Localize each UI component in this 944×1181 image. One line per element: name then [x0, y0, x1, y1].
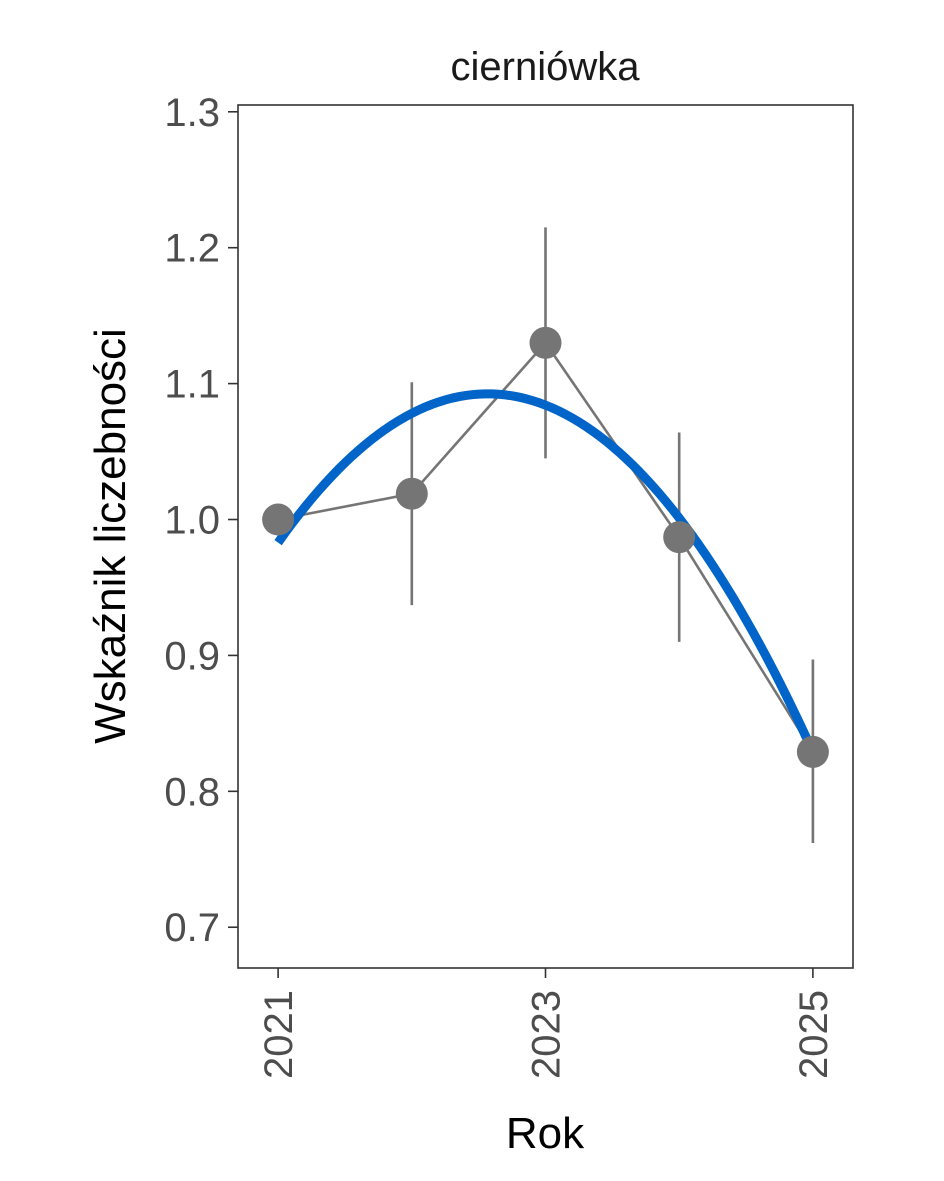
x-axis: 2021 2023 2025	[257, 968, 836, 1079]
data-point	[262, 503, 295, 536]
x-tick-label: 2025	[792, 990, 836, 1079]
x-axis-title: Rok	[506, 1109, 585, 1158]
data-point	[529, 326, 562, 359]
data-point	[796, 735, 829, 768]
y-tick-label: 1.3	[164, 91, 220, 135]
data-points	[262, 326, 829, 768]
x-tick-label: 2021	[257, 990, 301, 1079]
y-axis: 0.7 0.8 0.9 1.0 1.1 1.2 1.3	[164, 91, 238, 950]
trend-path	[274, 389, 817, 754]
y-tick-label: 0.8	[164, 770, 220, 814]
y-tick-label: 0.9	[164, 634, 220, 678]
trend-curve	[274, 389, 817, 754]
y-tick-label: 1.2	[164, 227, 220, 271]
y-tick-label: 1.1	[164, 363, 220, 407]
y-tick-label: 0.7	[164, 906, 220, 950]
y-axis-title: Wskaźnik liczebności	[86, 328, 135, 744]
data-point	[663, 521, 696, 554]
y-tick-label: 1.0	[164, 499, 220, 543]
x-tick-label: 2023	[525, 990, 569, 1079]
data-point	[395, 477, 428, 510]
chart-title: cierniówka	[451, 45, 641, 89]
